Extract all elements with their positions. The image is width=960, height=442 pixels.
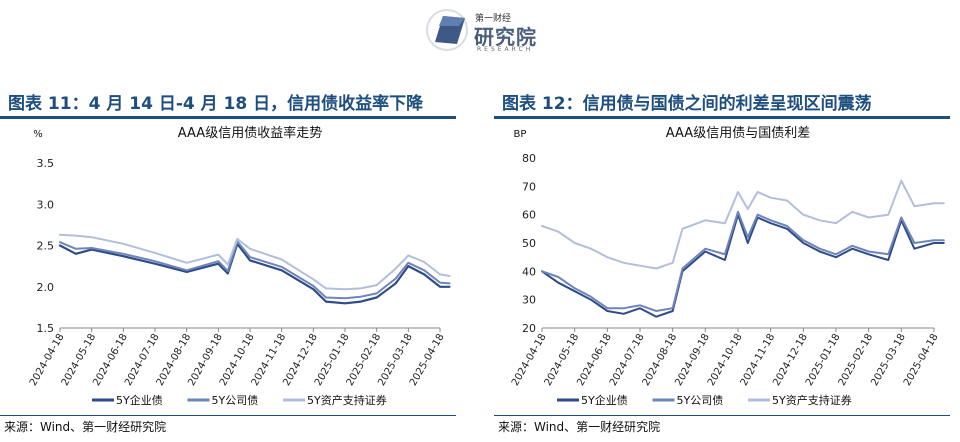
source-note: 来源：Wind、第一财经研究院 bbox=[4, 420, 167, 434]
logo-main-text: 研究院 bbox=[474, 25, 537, 49]
series-line bbox=[541, 179, 945, 270]
y-axis-unit: BP bbox=[514, 129, 527, 140]
y-tick-label: 3.5 bbox=[37, 157, 55, 170]
series-line bbox=[58, 242, 451, 305]
y-axis-unit: % bbox=[33, 129, 43, 140]
heading-rule bbox=[0, 116, 456, 119]
legend-label: 5Y资产支持证券 bbox=[307, 393, 387, 407]
legend-label: 5Y企业债 bbox=[116, 393, 163, 407]
x-tick-label: 2024-04-18 bbox=[510, 332, 549, 388]
line-chart-yield: AAA级信用债收益率走势%1.52.02.53.03.52024-04-1820… bbox=[28, 125, 451, 407]
y-tick-label: 50 bbox=[522, 237, 536, 250]
chart-panel-right: 图表 12：信用债与国债之间的利差呈现区间震荡 AAA级信用债与国债利差 BP 20… bbox=[494, 88, 950, 442]
chart-title: AAA级信用债收益率走势 bbox=[178, 125, 322, 141]
x-tick-label: 2024-10-18 bbox=[706, 332, 745, 388]
logo: 第一财经 研究院 RESEARCH bbox=[425, 4, 545, 56]
x-tick-label: 2025-01-18 bbox=[804, 332, 843, 388]
x-tick-label: 2025-04-18 bbox=[408, 332, 447, 388]
x-tick-label: 2024-09-18 bbox=[673, 332, 712, 388]
y-tick-label: 1.5 bbox=[37, 322, 55, 335]
line-chart-spread: AAA级信用债与国债利差BP203040506070802024-04-1820… bbox=[510, 126, 945, 407]
figure-heading: 图表 12：信用债与国债之间的利差呈现区间震荡 bbox=[502, 94, 872, 114]
y-tick-label: 70 bbox=[522, 180, 536, 193]
chart-panel-left: 图表 11：4 月 14 日-4 月 18 日，信用债收益率下降 AAA级信用债… bbox=[0, 88, 456, 442]
y-tick-label: 20 bbox=[522, 322, 536, 335]
y-tick-label: 30 bbox=[522, 294, 536, 307]
legend-label: 5Y企业债 bbox=[581, 393, 628, 407]
y-tick-label: 3.0 bbox=[37, 198, 55, 211]
y-tick-label: 40 bbox=[522, 265, 536, 278]
legend-label: 5Y公司债 bbox=[677, 393, 724, 407]
y-tick-label: 80 bbox=[522, 152, 536, 165]
chart-title: AAA级信用债与国债利差 bbox=[666, 126, 810, 141]
x-tick-label: 2024-07-18 bbox=[608, 332, 647, 388]
figure-heading: 图表 11：4 月 14 日-4 月 18 日，信用债收益率下降 bbox=[8, 94, 424, 114]
x-tick-label: 2024-12-18 bbox=[771, 332, 810, 388]
legend-label: 5Y公司债 bbox=[212, 393, 259, 407]
series-line bbox=[59, 240, 451, 300]
heading-rule bbox=[494, 116, 950, 119]
series-line bbox=[541, 210, 945, 312]
y-tick-label: 2.5 bbox=[37, 240, 55, 253]
footer-rule bbox=[0, 415, 456, 416]
series-line bbox=[541, 213, 945, 318]
source-note: 来源：Wind、第一财经研究院 bbox=[498, 420, 661, 434]
x-tick-label: 2024-11-18 bbox=[739, 332, 778, 388]
logo-emblem-icon bbox=[426, 9, 468, 51]
x-tick-label: 2025-03-18 bbox=[869, 332, 908, 388]
x-tick-label: 2024-05-18 bbox=[543, 332, 582, 388]
y-tick-label: 2.0 bbox=[37, 281, 55, 294]
x-tick-label: 2024-06-18 bbox=[575, 332, 614, 388]
footer-rule bbox=[494, 415, 950, 416]
legend-label: 5Y资产支持证券 bbox=[772, 393, 852, 407]
logo-top-text: 第一财经 bbox=[475, 14, 512, 24]
x-tick-label: 2025-04-18 bbox=[902, 332, 941, 388]
x-tick-label: 2024-08-18 bbox=[641, 332, 680, 388]
logo-sub-text: RESEARCH bbox=[477, 46, 534, 53]
x-tick-label: 2025-02-18 bbox=[837, 332, 876, 388]
series-line bbox=[59, 233, 451, 291]
y-tick-label: 60 bbox=[522, 209, 536, 222]
